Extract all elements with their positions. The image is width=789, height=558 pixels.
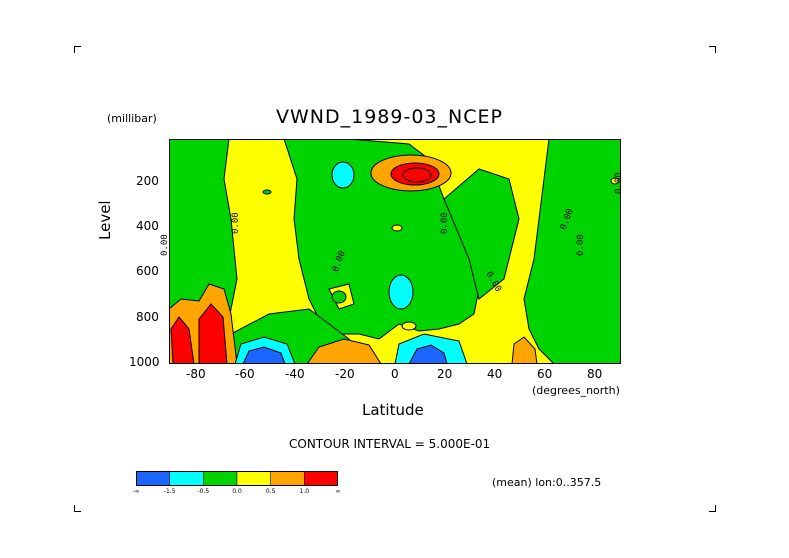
region-cyan-upper [331, 161, 355, 189]
region-yellow-small-2 [401, 321, 417, 331]
region-cyan-mid [388, 274, 414, 310]
colorbar-label-5: 1.0 [299, 488, 310, 495]
y-tick-400: 400 [136, 219, 159, 233]
region-green-north [523, 139, 621, 364]
colorbar-cell-4 [270, 471, 305, 486]
region-green-small-2 [331, 290, 347, 304]
region-yellow-small-1 [391, 224, 403, 232]
x-tick-0: 0 [391, 367, 399, 381]
region-blue-south [242, 346, 286, 364]
chart-title: VWND_1989-03_NCEP [276, 106, 503, 128]
y-tick-1000: 1000 [129, 355, 160, 369]
region-red-south-2 [198, 303, 228, 364]
contour-label-1: 0.00 [160, 234, 170, 256]
region-red-core [402, 167, 432, 183]
region-blue-equator [408, 344, 448, 364]
region-green-midlat [443, 168, 520, 300]
colorbar-cell-1 [169, 471, 204, 486]
x-tick-40: 40 [487, 367, 503, 381]
crop-mark-top-left [74, 46, 81, 53]
contour-plot [169, 139, 621, 364]
contour-label-7: 0.00 [576, 234, 586, 256]
region-yellow-small-3 [610, 177, 620, 185]
crop-mark-bottom-left [74, 505, 81, 512]
contour-label-2: 0.00 [231, 212, 241, 234]
region-green-small [262, 189, 272, 195]
colorbar-label-4: 0.5 [265, 488, 276, 495]
colorbar-label-3: 0.0 [232, 488, 242, 495]
colorbar-label-1: -1.5 [163, 488, 176, 495]
x-axis-label: Latitude [362, 401, 424, 419]
region-orange-north-surface [511, 336, 538, 364]
y-tick-200: 200 [136, 174, 159, 188]
x-tick-60: 60 [537, 367, 553, 381]
y-tick-800: 800 [136, 310, 159, 324]
colorbar-cell-0 [136, 471, 170, 486]
x-tick-m20: -20 [335, 367, 355, 381]
colorbar-label-0: -∞ [132, 488, 140, 495]
colorbar-label-6: ∞ [335, 488, 341, 495]
colorbar [136, 471, 338, 486]
contour-label-8: 0.00 [614, 172, 624, 194]
x-tick-m40: -40 [285, 367, 305, 381]
contour-label-4: 0.00 [440, 212, 450, 234]
x-unit-label: (degrees_north) [532, 384, 620, 397]
colorbar-label-2: -0.5 [197, 488, 210, 495]
colorbar-cell-2 [203, 471, 238, 486]
region-red-south-1 [170, 316, 195, 364]
x-tick-m60: -60 [235, 367, 255, 381]
colorbar-cell-3 [236, 471, 271, 486]
x-tick-m80: -80 [186, 367, 206, 381]
y-unit-label: (millibar) [107, 112, 157, 125]
x-tick-80: 80 [587, 367, 603, 381]
plot-frame [169, 139, 621, 364]
x-tick-20: 20 [437, 367, 453, 381]
crop-mark-bottom-right [709, 505, 716, 512]
contour-interval-text: CONTOUR INTERVAL = 5.000E-01 [289, 437, 491, 451]
mean-text: (mean) lon:0..357.5 [492, 476, 602, 489]
y-tick-600: 600 [136, 264, 159, 278]
y-axis-label: Level [96, 200, 114, 240]
crop-mark-top-right [709, 46, 716, 53]
colorbar-cell-5 [304, 471, 338, 486]
region-orange-surface [306, 338, 382, 364]
